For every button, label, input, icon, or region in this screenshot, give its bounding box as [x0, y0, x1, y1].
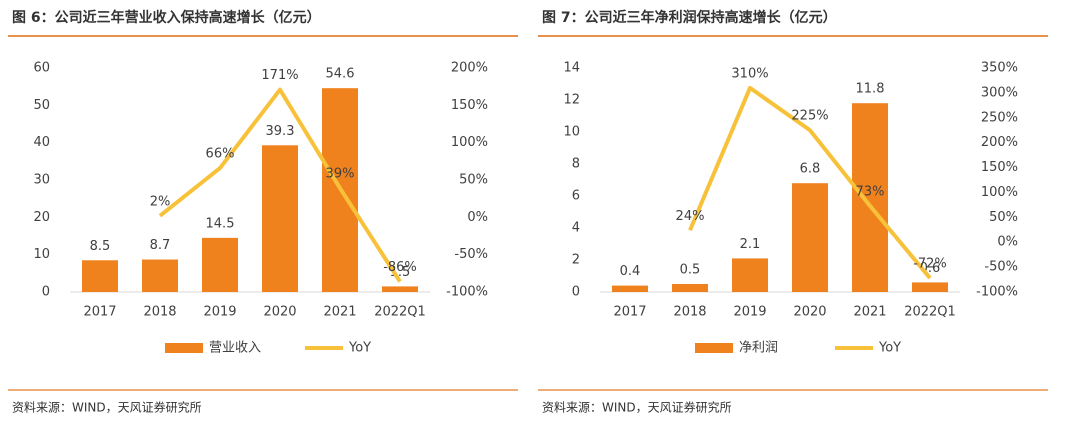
line-value-label: 2%	[150, 194, 171, 209]
y2-tick-label: 200%	[451, 61, 488, 76]
bar-value-label: 0.5	[680, 263, 701, 278]
x-tick-label: 2017	[83, 305, 116, 320]
y2-tick-label: 100%	[451, 135, 488, 150]
x-tick-label: 2022Q1	[374, 305, 426, 320]
x-tick-label: 2018	[673, 305, 706, 320]
source-note: 资料来源：WIND，天风证券研究所	[542, 400, 732, 415]
y-tick-label: 20	[33, 210, 50, 225]
chart-title: 图 7：公司近三年净利润保持高速增长（亿元）	[542, 9, 837, 26]
x-tick-label: 2020	[263, 305, 296, 320]
line-value-label: 66%	[206, 147, 235, 162]
bar	[732, 258, 768, 292]
legend-label: 营业收入	[209, 341, 261, 356]
bar	[912, 282, 948, 292]
line-value-label: 73%	[856, 184, 885, 199]
y2-tick-label: 150%	[981, 160, 1018, 175]
x-tick-label: 2019	[203, 305, 236, 320]
bar	[672, 284, 708, 292]
x-tick-label: 2017	[613, 305, 646, 320]
line-value-label: -86%	[383, 260, 417, 275]
y-tick-label: 6	[572, 189, 580, 204]
bar	[142, 259, 178, 292]
source-note: 资料来源：WIND，天风证券研究所	[12, 400, 202, 415]
line-value-label: -72%	[913, 257, 947, 272]
bar	[202, 237, 238, 292]
line-value-label: 24%	[676, 209, 705, 224]
y2-tick-label: 250%	[981, 110, 1018, 125]
line-value-label: 171%	[261, 68, 298, 83]
legend-label: YoY	[348, 341, 371, 356]
legend-label: 净利润	[739, 341, 778, 356]
x-tick-label: 2020	[793, 305, 826, 320]
y2-tick-label: 300%	[981, 85, 1018, 100]
y-tick-label: 12	[563, 93, 580, 108]
y2-tick-label: 200%	[981, 135, 1018, 150]
legend-swatch	[695, 343, 733, 353]
line-value-label: 39%	[326, 167, 355, 182]
yoy-line	[688, 85, 932, 280]
legend-swatch	[165, 343, 203, 353]
y2-tick-label: -50%	[984, 260, 1018, 275]
y2-tick-label: -50%	[454, 247, 488, 262]
line-value-label: 225%	[791, 109, 828, 124]
bar-value-label: 2.1	[740, 237, 761, 252]
y-tick-label: 10	[33, 247, 50, 262]
y2-tick-label: 0%	[467, 210, 488, 225]
x-tick-label: 2022Q1	[904, 305, 956, 320]
y-tick-label: 14	[563, 61, 580, 76]
y2-tick-label: -100%	[446, 285, 488, 300]
chart-title: 图 6：公司近三年营业收入保持高速增长（亿元）	[12, 9, 321, 26]
bar	[262, 145, 298, 292]
yoy-line	[158, 87, 402, 283]
y-tick-label: 10	[563, 125, 580, 140]
y2-tick-label: 350%	[981, 61, 1018, 76]
y2-tick-label: 150%	[451, 98, 488, 113]
bar-value-label: 8.5	[90, 239, 111, 254]
bar	[382, 286, 418, 292]
bar-value-label: 0.4	[620, 264, 641, 279]
x-tick-label: 2019	[733, 305, 766, 320]
y-tick-label: 60	[33, 61, 50, 76]
bar-value-label: 6.8	[800, 162, 821, 177]
bar	[612, 285, 648, 292]
y-tick-label: 40	[33, 135, 50, 150]
bar	[82, 260, 118, 292]
bar	[852, 103, 888, 292]
bar-value-label: 54.6	[326, 67, 355, 82]
bar	[792, 183, 828, 292]
y2-tick-label: -100%	[976, 285, 1018, 300]
bar-value-label: 11.8	[856, 82, 885, 97]
y2-tick-label: 0%	[997, 235, 1018, 250]
x-tick-label: 2018	[143, 305, 176, 320]
y-tick-label: 4	[572, 221, 580, 236]
line-value-label: 310%	[731, 66, 768, 81]
bar-value-label: 8.7	[150, 238, 171, 253]
y2-tick-label: 50%	[989, 210, 1018, 225]
y-tick-label: 2	[572, 253, 580, 268]
x-tick-label: 2021	[853, 305, 886, 320]
bar-value-label: 14.5	[206, 216, 235, 231]
y-tick-label: 30	[33, 173, 50, 188]
bar-value-label: 39.3	[266, 124, 295, 139]
legend-label: YoY	[878, 341, 901, 356]
y-tick-label: 8	[572, 157, 580, 172]
x-tick-label: 2021	[323, 305, 356, 320]
y2-tick-label: 100%	[981, 185, 1018, 200]
y2-tick-label: 50%	[459, 173, 488, 188]
y-tick-label: 0	[42, 285, 50, 300]
y-tick-label: 50	[33, 98, 50, 113]
y-tick-label: 0	[572, 285, 580, 300]
